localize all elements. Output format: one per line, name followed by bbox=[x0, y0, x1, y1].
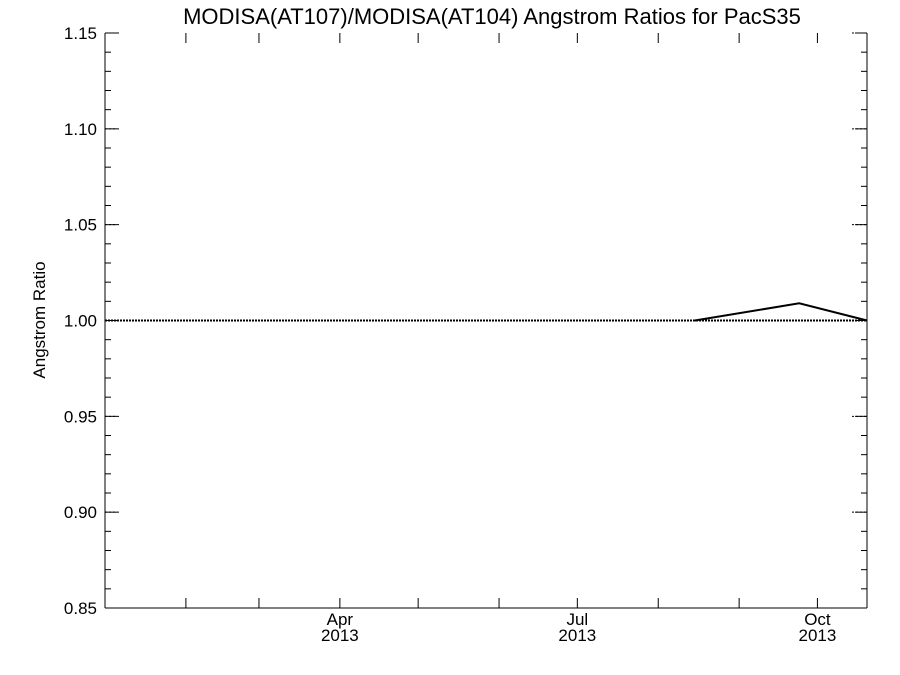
x-tick-label-year: 2013 bbox=[321, 626, 359, 645]
y-tick-label: 1.05 bbox=[64, 216, 97, 235]
tick-label-layer: 0.850.900.951.001.051.101.15Apr2013Jul20… bbox=[64, 24, 836, 645]
y-tick-label: 1.10 bbox=[64, 120, 97, 139]
chart-title: MODISA(AT107)/MODISA(AT104) Angstrom Rat… bbox=[183, 4, 801, 29]
x-tick-label-year: 2013 bbox=[558, 626, 596, 645]
series-line bbox=[694, 302, 868, 322]
x-tick-label-month: Apr bbox=[327, 610, 354, 629]
y-tick-label: 1.15 bbox=[64, 24, 97, 43]
axis-layer bbox=[104, 32, 868, 609]
grid-layer bbox=[105, 32, 867, 609]
x-tick-label-year: 2013 bbox=[799, 626, 837, 645]
x-tick-label-month: Oct bbox=[804, 610, 831, 629]
y-tick-label: 0.85 bbox=[64, 599, 97, 618]
y-tick-label: 0.90 bbox=[64, 503, 97, 522]
y-axis-label: Angstrom Ratio bbox=[30, 261, 49, 378]
x-tick-label-month: Jul bbox=[566, 610, 588, 629]
series-layer bbox=[694, 302, 868, 322]
y-tick-label: 0.95 bbox=[64, 407, 97, 426]
y-tick-label: 1.00 bbox=[64, 312, 97, 331]
